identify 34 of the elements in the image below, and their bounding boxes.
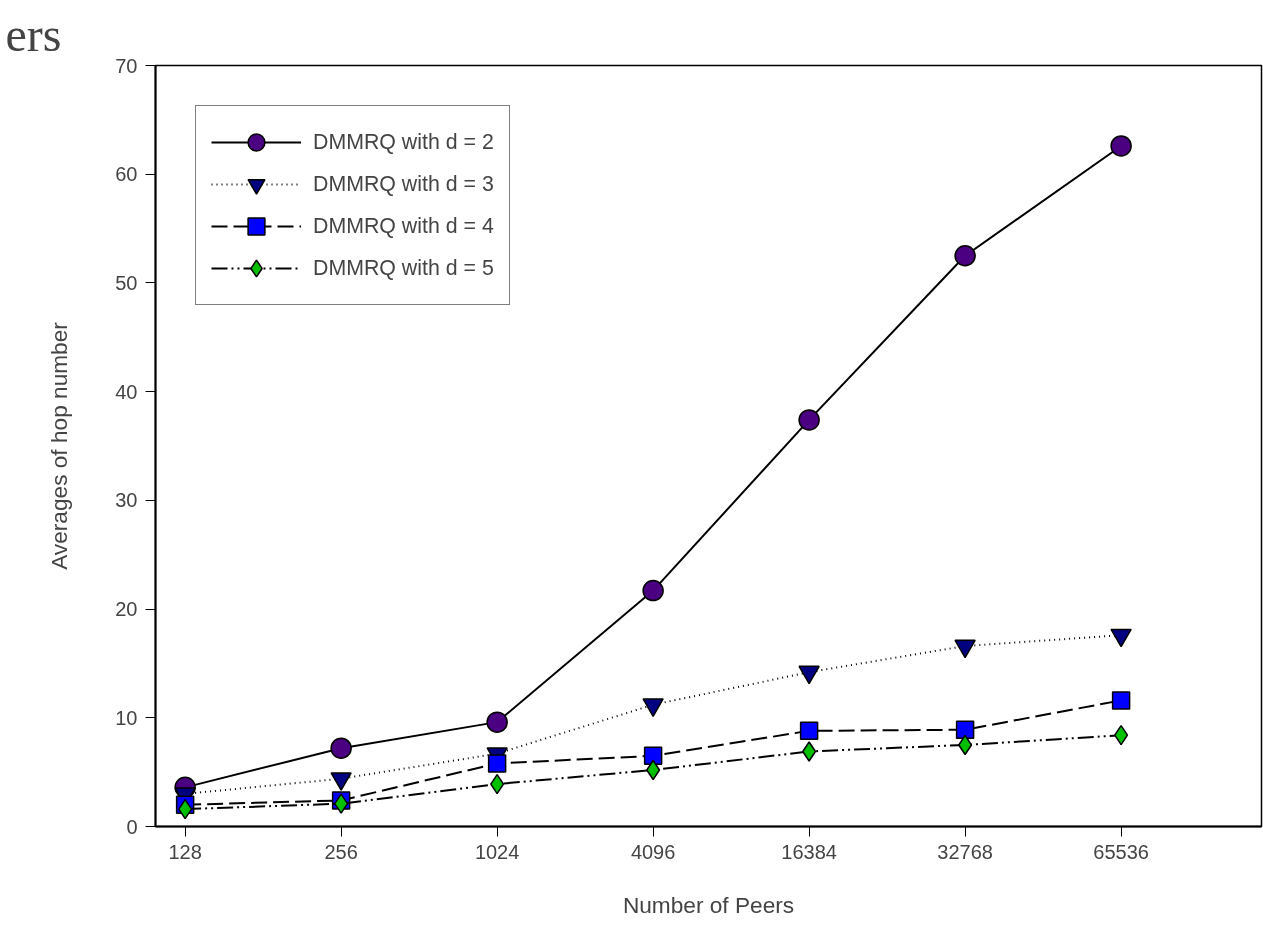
legend-label: DMMRQ with d = 4	[313, 213, 494, 239]
point	[1111, 691, 1131, 710]
point	[642, 579, 664, 602]
point	[1110, 135, 1132, 157]
point	[954, 245, 976, 267]
point	[799, 721, 819, 741]
x-axis-title: Number of Peers	[622, 891, 795, 918]
point	[802, 741, 817, 762]
point	[486, 711, 508, 733]
y-axis-title: Averages of hop number	[46, 321, 73, 570]
y-tick-label: 30	[115, 489, 138, 512]
point	[798, 409, 820, 431]
x-tick-label: 4096	[630, 840, 676, 863]
legend-label: DMMRQ with d = 5	[313, 255, 494, 281]
y-tick-label: 10	[115, 706, 138, 729]
x-tick-label: 16384	[781, 840, 837, 863]
x-tick-label: 1024	[474, 840, 520, 863]
y-tick-label: 60	[115, 163, 138, 186]
text: ers	[5, 7, 62, 61]
x-tick-label: 128	[168, 840, 202, 863]
point	[955, 720, 975, 739]
x-tick-label: 65536	[1093, 840, 1149, 863]
point	[487, 754, 507, 773]
y-tick-label: 0	[126, 815, 138, 838]
x-tick-label: 256	[324, 840, 358, 863]
y-tick-label: 40	[115, 380, 138, 403]
legend-label: DMMRQ with d = 3	[313, 171, 494, 197]
y-tick-label: 20	[115, 598, 138, 621]
y-tick-label: 50	[115, 271, 138, 294]
x-tick-label: 32768	[937, 840, 993, 863]
y-tick-label: 70	[115, 54, 138, 77]
point	[330, 737, 352, 759]
legend-label: DMMRQ with d = 2	[313, 129, 494, 155]
point	[334, 793, 349, 814]
